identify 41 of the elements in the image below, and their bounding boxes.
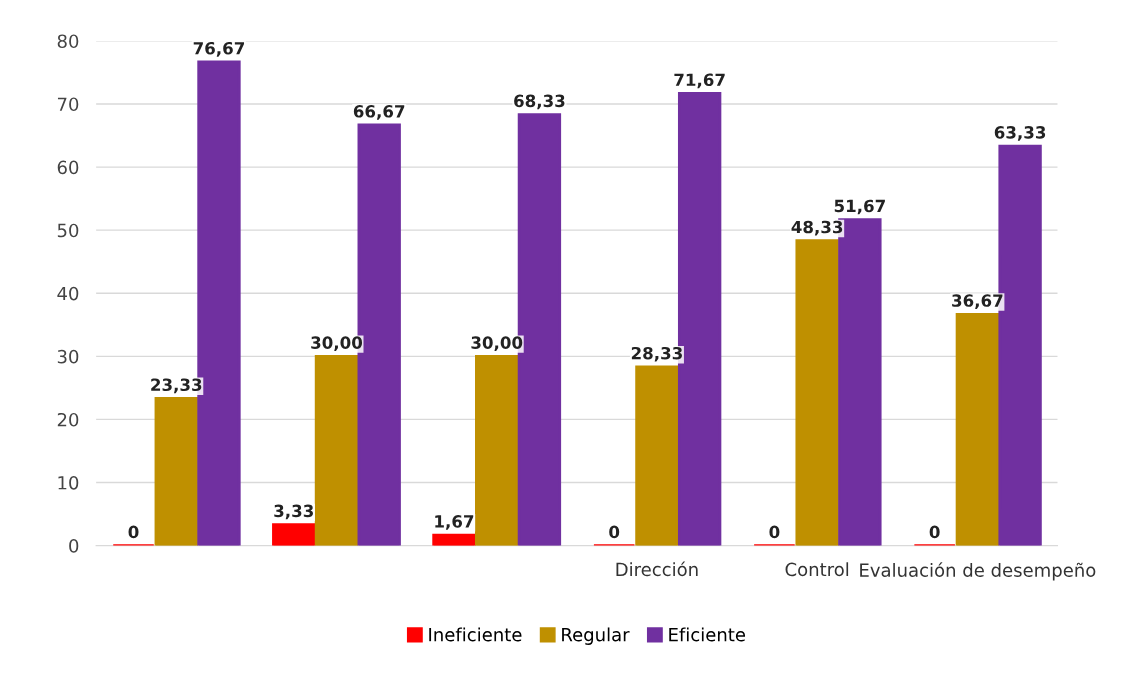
y-tick-label: 20	[57, 412, 79, 427]
y-tick-label: 50	[57, 223, 79, 238]
data-label: 63,33	[994, 126, 1046, 141]
bar	[475, 354, 519, 546]
bar	[795, 239, 839, 546]
data-label: 76,67	[193, 41, 245, 57]
x-tick-label: Evaluación de desempeño	[860, 562, 1096, 581]
legend-label: Regular	[562, 627, 630, 645]
data-label: 23,33	[151, 378, 202, 394]
bar	[432, 533, 476, 546]
data-label: 51,67	[834, 199, 885, 215]
legend-label: Eficiente	[669, 627, 746, 642]
data-label: 71,67	[674, 73, 725, 89]
data-label: 3,33	[274, 504, 313, 520]
data-label: 36,67	[952, 294, 1003, 309]
bar	[154, 397, 198, 546]
data-label: 1,67	[435, 515, 474, 530]
y-tick-label: 10	[58, 475, 79, 490]
data-label: 48,33	[791, 220, 843, 236]
data-label: 66,67	[353, 105, 405, 120]
bar	[635, 365, 679, 546]
y-tick-label: 70	[57, 97, 79, 112]
data-label: 28,33	[631, 346, 682, 362]
data-label: 0	[769, 525, 780, 539]
y-tick-label: 0	[69, 539, 79, 553]
y-tick-label: 60	[57, 160, 79, 175]
data-label: 0	[128, 525, 139, 539]
y-tick-label: 30	[57, 349, 79, 364]
legend-label: Ineficiente	[429, 627, 522, 642]
data-label: 0	[929, 525, 940, 539]
y-tick-label: 40	[57, 286, 79, 301]
x-tick-label: Control	[785, 562, 849, 577]
data-label: 0	[609, 525, 620, 539]
bar	[955, 312, 1000, 546]
bar	[314, 354, 359, 546]
bar	[272, 523, 316, 546]
y-tick-label: 80	[57, 34, 79, 49]
x-tick-label: Dirección	[616, 561, 698, 577]
data-label: 68,33	[514, 94, 565, 110]
data-label: 30,00	[311, 336, 363, 352]
data-label: 30,00	[471, 336, 523, 352]
